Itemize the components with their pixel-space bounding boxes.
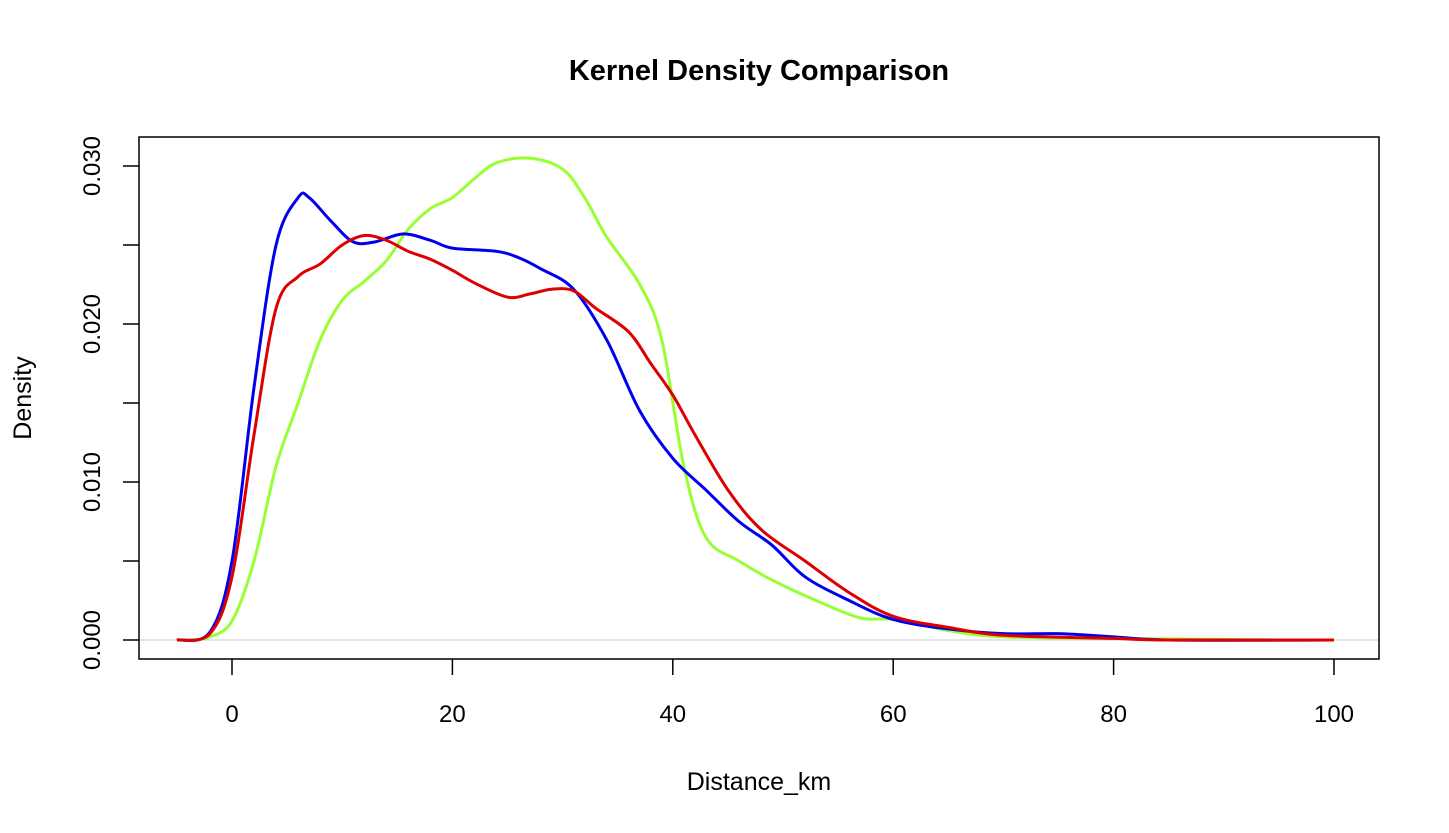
x-tick-label: 100 — [1314, 701, 1354, 728]
density-line-2 — [176, 233, 1335, 642]
x-tick-label: 20 — [439, 701, 466, 728]
y-tick-label: 0.020 — [79, 294, 106, 354]
y-tick-label: 0.010 — [79, 452, 106, 512]
y-axis-label: Density — [9, 356, 37, 440]
x-tick-label: 60 — [880, 701, 907, 728]
x-tick-label: 80 — [1100, 701, 1127, 728]
density-line-1 — [176, 191, 1335, 642]
plot-frame — [138, 136, 1380, 660]
x-tick-label: 40 — [659, 701, 686, 728]
density-line-0 — [187, 156, 1279, 642]
y-tick-label: 0.000 — [79, 610, 106, 670]
x-tick-label: 0 — [225, 701, 238, 728]
chart-title: Kernel Density Comparison — [569, 55, 949, 87]
y-tick-label: 0.030 — [79, 136, 106, 196]
x-axis-label: Distance_km — [687, 768, 832, 796]
